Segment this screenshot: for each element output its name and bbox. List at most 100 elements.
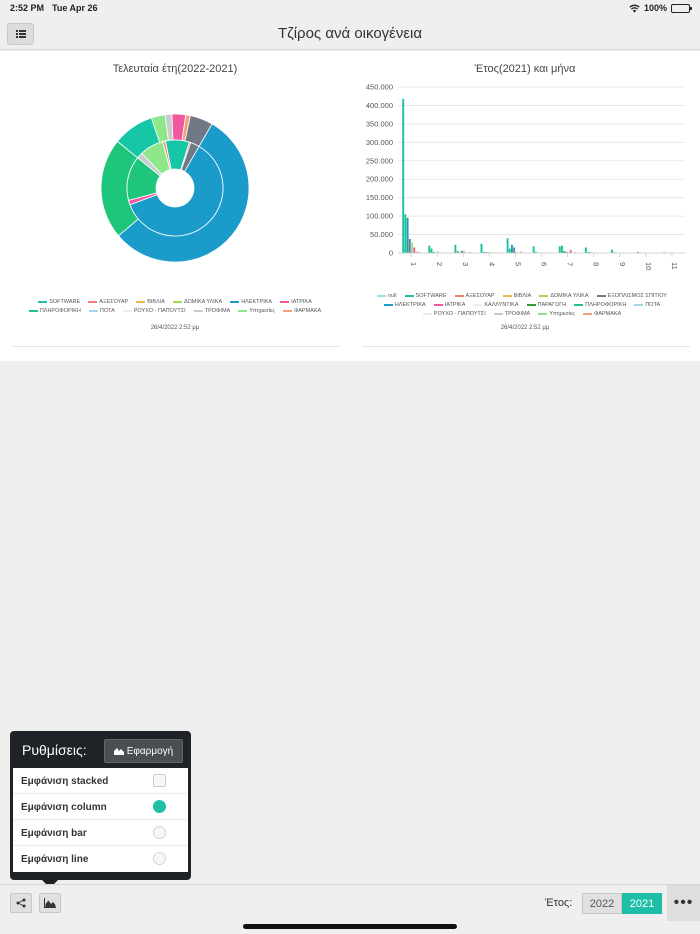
legend-item[interactable]: ΔΟΜΙΚΑ ΥΛΙΚΑ (172, 299, 223, 305)
x-tick-label: 6 (540, 262, 549, 266)
menu-button[interactable] (7, 23, 34, 45)
legend-item[interactable]: ΦΑΡΜΑΚΑ (283, 308, 321, 314)
legend-label: ΔΟΜΙΚΑ ΥΛΙΚΑ (183, 299, 223, 305)
legend-label: ΙΑΤΡΙΚΑ (291, 299, 312, 305)
apply-button[interactable]: Εφαρμογή (104, 739, 183, 763)
settings-options: Εμφάνιση stacked Εμφάνιση column Εμφάνισ… (13, 768, 188, 872)
year-button-2022[interactable]: 2022 (582, 893, 622, 914)
bar-πληροφορικη-2[interactable] (430, 248, 433, 253)
bar-ηλεκτρικα-1[interactable] (406, 217, 409, 253)
bar-software-9[interactable] (610, 249, 613, 253)
bar-software-8[interactable] (584, 247, 587, 253)
bar-πληροφορικη-7[interactable] (560, 245, 563, 253)
legend-item[interactable]: ΙΑΤΡΙΚΑ (280, 299, 312, 305)
x-tick-label: 5 (513, 262, 522, 266)
legend-item[interactable]: ΠΛΗΡΟΦΟΡΙΚΗ (28, 308, 81, 314)
column-radio[interactable] (153, 800, 166, 813)
bar-software-10[interactable] (637, 251, 639, 253)
bar-τροφιμα-1[interactable] (415, 251, 418, 253)
bar-αξεσουαρ-1[interactable] (417, 251, 420, 253)
bar-πληροφορικη-8[interactable] (587, 251, 589, 253)
bar-υπηρεσίες-5[interactable] (515, 251, 518, 253)
option-column[interactable]: Εμφάνιση column (13, 794, 188, 820)
legend-item[interactable]: ΦΑΡΜΑΚΑ (583, 311, 621, 317)
year-button-2021[interactable]: 2021 (622, 893, 662, 914)
bar-ιατρικα-7[interactable] (569, 250, 572, 253)
bar-ηλεκτρικα-5[interactable] (511, 244, 513, 253)
legend-item[interactable]: ΡΟΥΧΟ - ΠΑΠΟΥΤΣΙ (122, 308, 186, 314)
home-indicator (243, 924, 457, 929)
legend-label: ΡΟΥΧΟ - ΠΑΠΟΥΤΣΙ (133, 308, 186, 314)
legend-item[interactable]: ΠΑΡΑΓΩΓΗ (526, 302, 566, 308)
legend-item[interactable]: ΑΞΕΣΟΥΑΡ (88, 299, 128, 305)
bar-υπηρεσίες-1[interactable] (411, 242, 413, 253)
legend-label: SOFTWARE (49, 299, 81, 305)
legend-item[interactable]: ΠΟΤΑ (634, 302, 660, 308)
x-tick-label: 10 (644, 262, 653, 270)
legend-item[interactable]: ΗΛΕΚΤΡΙΚΑ (383, 302, 426, 308)
bar-εξοπλισμος-σπιτιου-7[interactable] (565, 251, 568, 253)
legend-item[interactable]: ΔΟΜΙΚΑ ΥΛΙΚΑ (539, 293, 589, 299)
more-button[interactable]: ••• (667, 885, 700, 921)
bar-software-5[interactable] (506, 238, 509, 253)
bar-software-4[interactable] (480, 243, 483, 253)
pie-slice-εξοπλισμος-σπιτιου[interactable] (180, 142, 200, 173)
option-label: Εμφάνιση line (21, 854, 89, 865)
legend-item[interactable]: ΙΑΤΡΙΚΑ (433, 302, 465, 308)
legend-swatch (238, 310, 248, 312)
legend-item[interactable]: SOFTWARE (404, 293, 447, 299)
legend-item[interactable]: ΗΛΕΚΤΡΙΚΑ (230, 299, 272, 305)
donut-chart[interactable] (5, 83, 345, 313)
stacked-checkbox[interactable] (153, 774, 166, 787)
bar-ηλεκτρικα-7[interactable] (563, 251, 566, 253)
legend-item[interactable]: SOFTWARE (38, 299, 80, 305)
legend-item[interactable]: Υπηρεσίες (538, 311, 575, 317)
legend-label: SOFTWARE (415, 293, 447, 299)
legend-item[interactable]: ΒΙΒΛΙΑ (502, 293, 531, 299)
line-radio[interactable] (153, 852, 166, 865)
bar-software-6[interactable] (532, 246, 535, 253)
bar-radio[interactable] (153, 826, 166, 839)
legend-swatch (280, 301, 290, 303)
share-button[interactable] (10, 893, 32, 913)
option-line[interactable]: Εμφάνιση line (13, 846, 188, 872)
legend-item[interactable]: Υπηρεσίες (238, 308, 275, 314)
bar-software-3[interactable] (454, 244, 457, 253)
x-tick-label: 11 (670, 262, 679, 270)
bar-software-1[interactable] (402, 98, 405, 253)
legend-item[interactable]: null (377, 293, 397, 299)
bar-τροφιμα-5[interactable] (519, 251, 522, 253)
legend-item[interactable]: ΠΛΗΡΟΦΟΡΙΚΗ (574, 302, 626, 308)
legend-item[interactable]: ΡΟΥΧΟ - ΠΑΠΟΥΤΣΙ (422, 311, 486, 317)
bar-πληροφορικη-1[interactable] (404, 214, 407, 253)
legend-item[interactable]: ΕΞΟΠΛΙΣΜΟΣ ΣΠΙΤΙΟΥ (596, 293, 667, 299)
bar-software-7[interactable] (558, 246, 561, 253)
chart-settings-button[interactable] (39, 893, 61, 913)
bar-πληροφορικη-5[interactable] (508, 248, 511, 253)
bar-πληροφορικη-6[interactable] (534, 251, 537, 253)
legend-item[interactable]: ΠΟΤΑ (88, 308, 115, 314)
bar-εξοπλισμος-σπιτιου-1[interactable] (408, 238, 411, 253)
bar-εξοπλισμος-σπιτιου-3[interactable] (461, 250, 463, 253)
legend-item[interactable]: ΒΙΒΛΙΑ (136, 299, 165, 305)
bar-εξοπλισμος-σπιτιου-5[interactable] (513, 247, 516, 253)
legend-item[interactable]: ΚΑΛΛΥΝΤΙΚΑ (473, 302, 519, 308)
option-label: Εμφάνιση column (21, 802, 107, 813)
option-bar[interactable]: Εμφάνιση bar (13, 820, 188, 846)
x-tick-label: 8 (592, 262, 601, 266)
option-stacked[interactable]: Εμφάνιση stacked (13, 768, 188, 794)
bar-υπηρεσίες-3[interactable] (463, 250, 466, 253)
bar-ιατρικα-1[interactable] (413, 247, 416, 253)
legend-item[interactable]: ΤΡΟΦΙΜΑ (493, 311, 530, 317)
bar-software-2[interactable] (428, 245, 431, 253)
bar-πληροφορικη-3[interactable] (456, 251, 459, 253)
legend-item[interactable]: ΤΡΟΦΙΜΑ (193, 308, 230, 314)
legend-swatch (574, 304, 584, 306)
bar-chart[interactable]: 0 50.000 100.000 150.000 200.000 250.000 300.0… (355, 79, 695, 289)
bar-υπηρεσίες-2[interactable] (437, 251, 440, 253)
legend-item[interactable]: ΑΞΕΣΟΥΑΡ (454, 293, 495, 299)
pie-slice-software[interactable] (129, 145, 224, 237)
bar-πληροφορικη-4[interactable] (482, 251, 485, 253)
bar-ηλεκτρικα-2[interactable] (432, 251, 435, 253)
option-label: Εμφάνιση stacked (21, 776, 109, 787)
